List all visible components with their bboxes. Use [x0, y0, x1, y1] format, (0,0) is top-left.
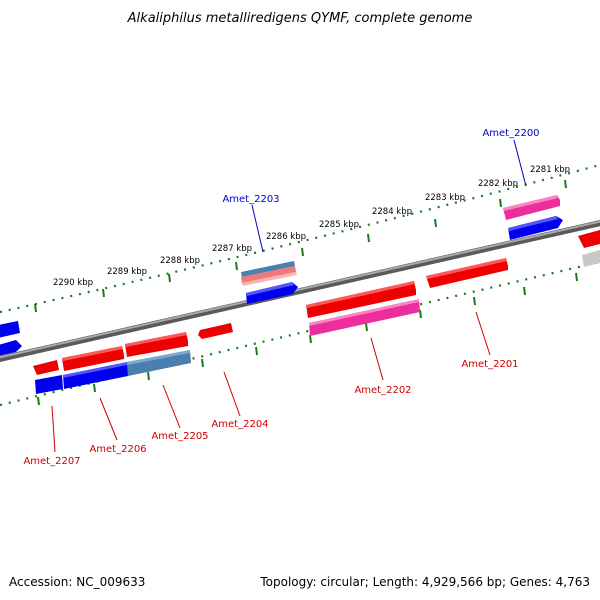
- gene-label-amet-2202[interactable]: Amet_2202: [354, 385, 411, 396]
- gene-amet-2201[interactable]: [426, 258, 508, 288]
- accession-text: Accession: NC_009633: [9, 575, 145, 589]
- gene-label-amet-2201[interactable]: Amet_2201: [461, 359, 518, 370]
- gene-amet-2206-blue[interactable]: [63, 362, 128, 389]
- gene-amet-2202[interactable]: [306, 281, 416, 318]
- gene-amet-2200[interactable]: [503, 195, 560, 220]
- gene-amet-2205-steel[interactable]: [127, 350, 191, 376]
- gene-labels: Amet_2200 Amet_2203 Amet_2201 Amet_2202 …: [23, 128, 539, 467]
- forward-strand-genes: [0, 195, 600, 356]
- gene-left-edge-blue-1[interactable]: [0, 321, 20, 338]
- gene-label-amet-2203[interactable]: Amet_2203: [222, 194, 279, 205]
- scale-track-inner: [0, 260, 600, 407]
- scale-label-2285: 2285 kbp: [319, 220, 359, 230]
- gene-left-edge-blue-2[interactable]: [0, 340, 22, 356]
- scale-label-2289: 2289 kbp: [107, 267, 147, 277]
- scale-label-2281: 2281 kbp: [530, 165, 570, 175]
- gene-label-amet-2200[interactable]: Amet_2200: [482, 128, 539, 139]
- gene-label-amet-2205[interactable]: Amet_2205: [151, 431, 208, 442]
- gene-right-edge-gray[interactable]: [582, 250, 600, 267]
- scale-label-2287: 2287 kbp: [212, 244, 252, 254]
- gene-label-amet-2204[interactable]: Amet_2204: [211, 419, 268, 430]
- scale-label-2284: 2284 kbp: [372, 207, 412, 217]
- major-ticks-outer: [34, 179, 567, 313]
- gene-right-edge-red[interactable]: [578, 230, 600, 248]
- gene-amet-2207[interactable]: [33, 360, 59, 375]
- gene-amet-2202-pink[interactable]: [309, 299, 420, 336]
- gene-amet-2206[interactable]: [62, 346, 124, 371]
- genome-backbone: [0, 220, 600, 362]
- scale-label-2282: 2282 kbp: [478, 179, 518, 189]
- scale-label-2283: 2283 kbp: [425, 193, 465, 203]
- major-ticks-inner: [37, 272, 578, 406]
- inner-strand-genes: [33, 258, 508, 394]
- summary-text: Topology: circular; Length: 4,929,566 bp…: [259, 575, 590, 589]
- scale-labels: 2290 kbp 2289 kbp 2288 kbp 2287 kbp 2286…: [53, 165, 570, 288]
- scale-label-2288: 2288 kbp: [160, 256, 200, 266]
- map-title: Alkaliphilus metalliredigens QYMF, compl…: [127, 11, 473, 26]
- gene-amet-2204[interactable]: [198, 323, 233, 339]
- gene-label-amet-2206[interactable]: Amet_2206: [89, 444, 146, 455]
- gene-amet-2205[interactable]: [125, 332, 188, 357]
- gene-amet-2200-blue[interactable]: [508, 216, 563, 240]
- label-leaders: [51, 139, 527, 453]
- scale-track-outer: [0, 163, 600, 314]
- gene-amet-2203-blue[interactable]: [246, 282, 298, 304]
- scale-label-2286: 2286 kbp: [266, 232, 306, 242]
- gene-amet-2203[interactable]: [241, 261, 297, 286]
- scale-label-2290: 2290 kbp: [53, 278, 93, 288]
- gene-amet-2207-blue[interactable]: [35, 375, 63, 394]
- gene-label-amet-2207[interactable]: Amet_2207: [23, 456, 80, 467]
